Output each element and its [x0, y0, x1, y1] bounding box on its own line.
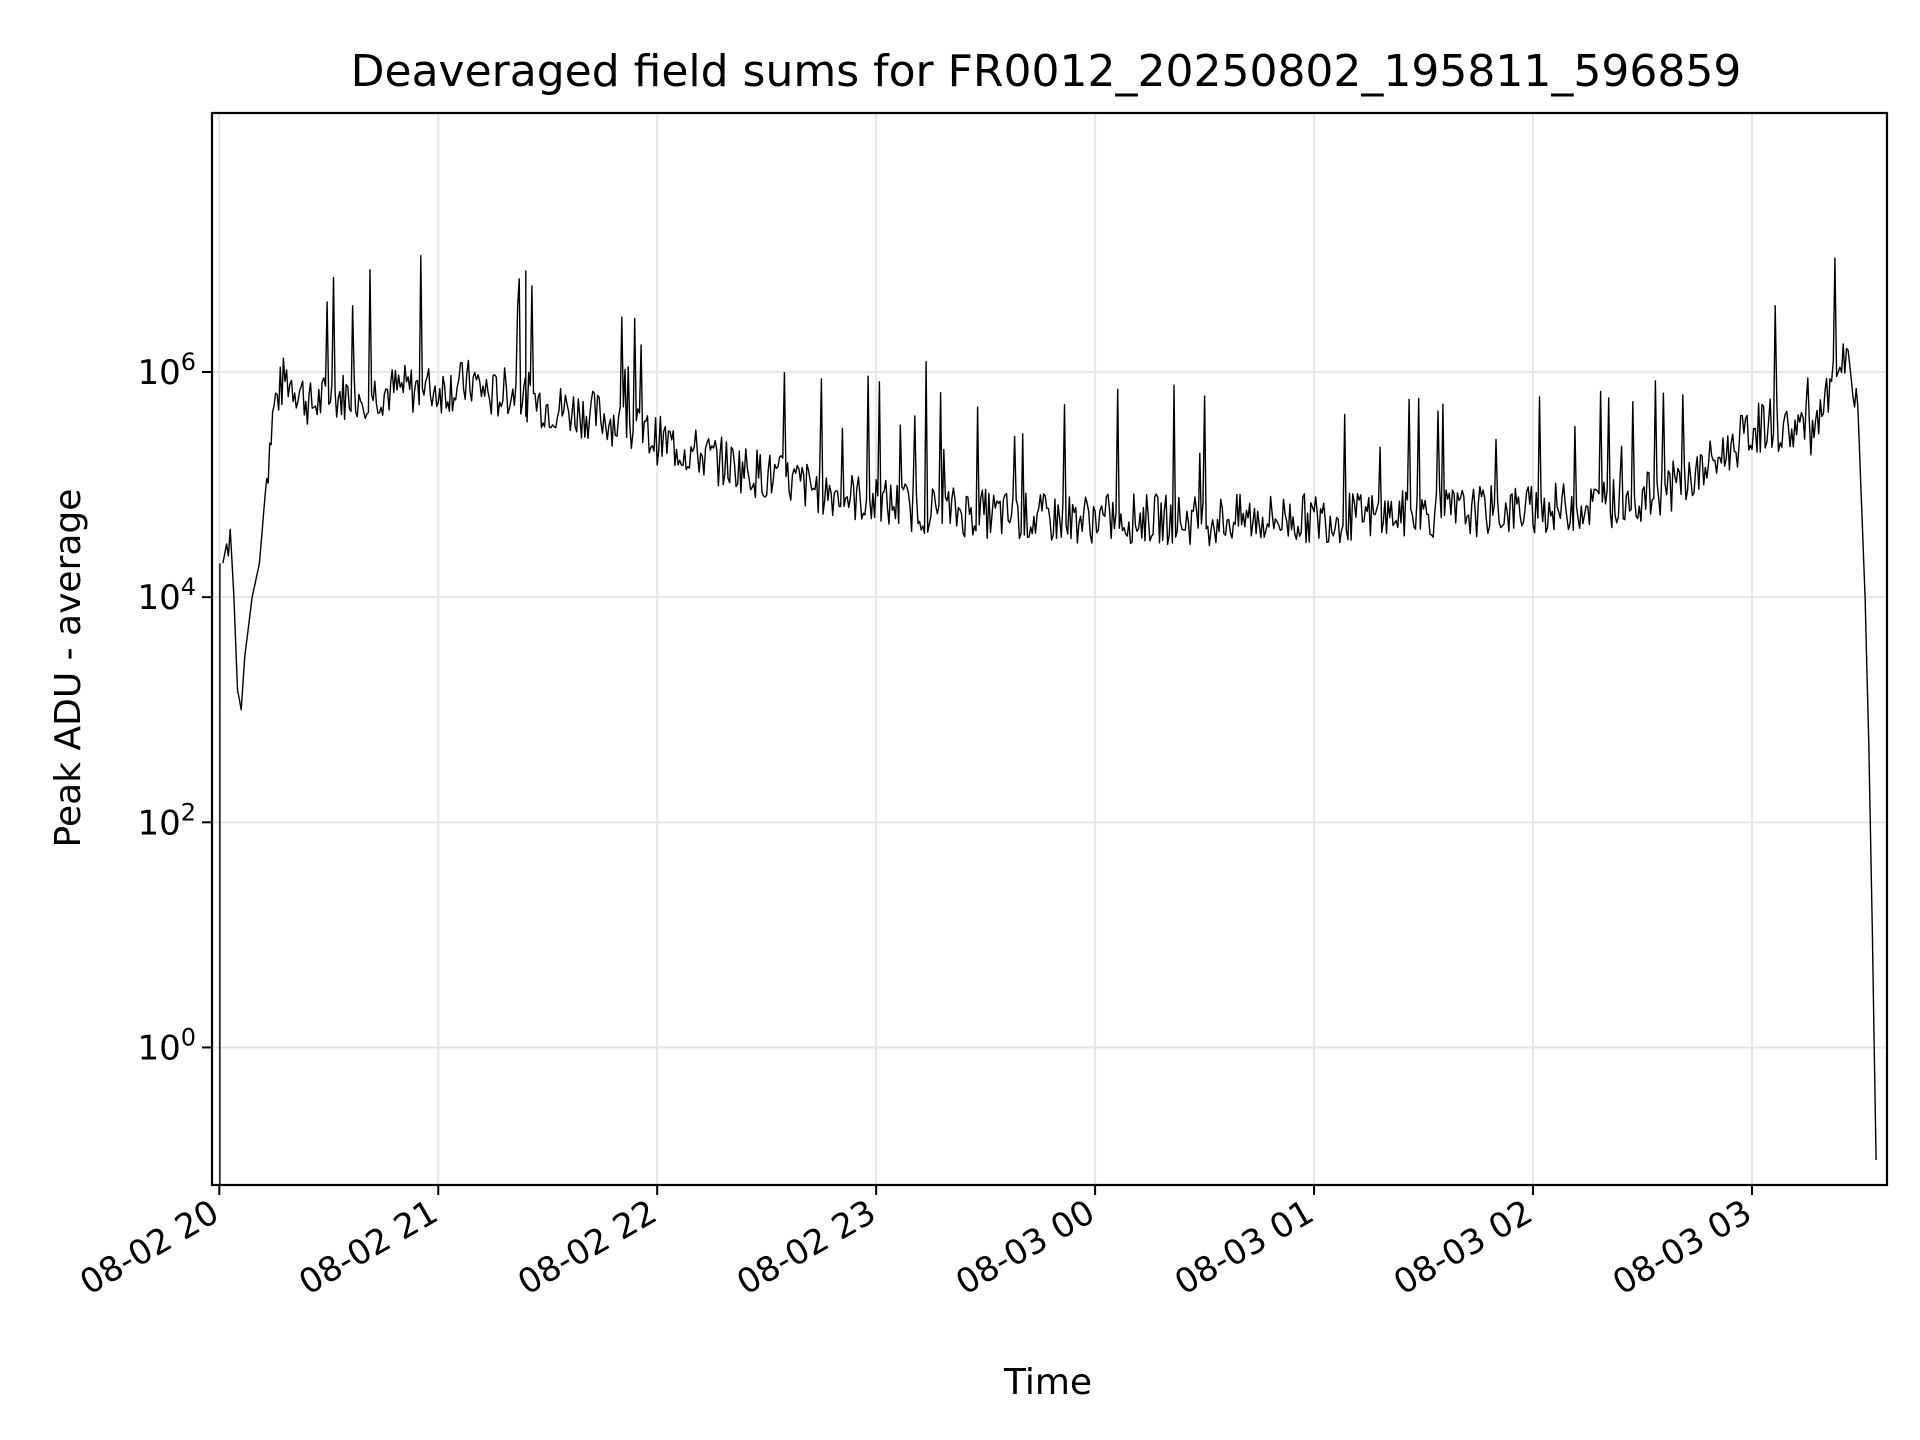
y-axis-label: Peak ADU - average — [48, 489, 89, 848]
plot-area — [219, 255, 1877, 1185]
y-tick-exponent: 0 — [181, 1023, 196, 1051]
series-line — [219, 255, 1877, 1185]
y-tick-label: 104 — [137, 573, 196, 618]
axes-frame — [210, 111, 1889, 1187]
x-axis-label: Time — [1003, 1362, 1092, 1403]
y-tick-base: 10 — [137, 1028, 180, 1068]
y-tick-label: 106 — [137, 348, 196, 393]
y-tick-exponent: 4 — [181, 573, 196, 601]
y-tick-exponent: 2 — [181, 798, 196, 826]
y-tick-base: 10 — [137, 353, 180, 393]
y-tick-base: 10 — [137, 803, 180, 843]
y-tick-exponent: 6 — [181, 348, 196, 376]
y-tick-label: 102 — [137, 798, 196, 843]
y-tick-base: 10 — [137, 578, 180, 618]
y-tick-label: 100 — [137, 1023, 196, 1068]
grid — [212, 113, 1887, 1185]
chart-title: Deaveraged field sums for FR0012_2025080… — [351, 46, 1742, 97]
